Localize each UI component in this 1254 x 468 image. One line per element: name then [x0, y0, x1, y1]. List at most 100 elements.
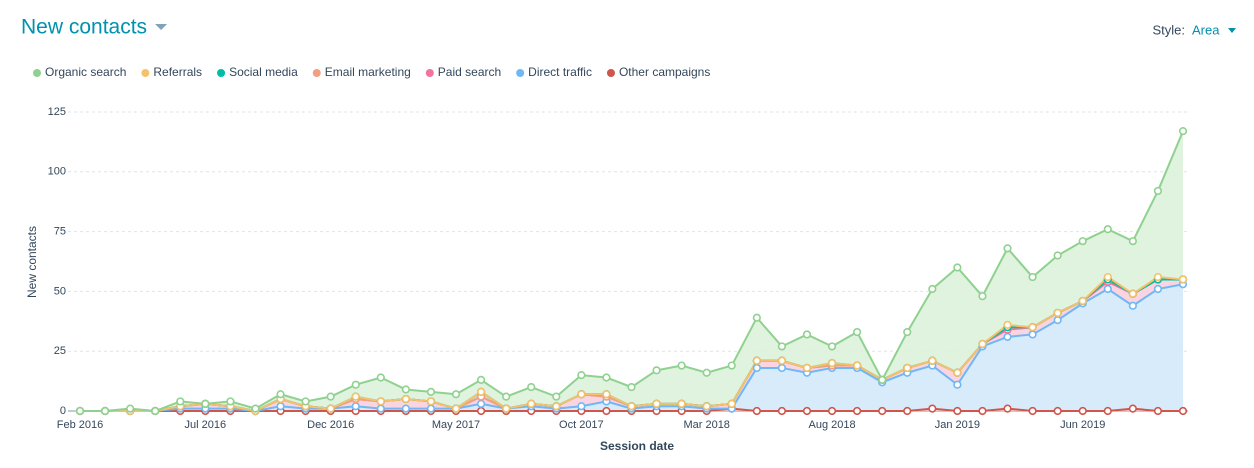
data-point [502, 392, 511, 401]
data-point [552, 402, 561, 411]
data-point [752, 363, 761, 373]
data-point [1103, 406, 1112, 416]
data-point [827, 342, 837, 351]
area-fill [80, 131, 1183, 412]
data-point [1053, 316, 1062, 325]
data-point [1128, 301, 1137, 310]
data-point [476, 406, 486, 416]
data-point [1103, 272, 1112, 282]
data-point [276, 390, 285, 399]
title-caret[interactable] [155, 24, 168, 30]
data-point [1128, 237, 1137, 246]
data-point [1003, 332, 1012, 341]
x-tick-label: Aug 2018 [808, 419, 855, 431]
data-point [502, 404, 511, 413]
data-point [376, 397, 385, 406]
legend-swatch [425, 69, 434, 77]
x-tick-label: Mar 2018 [683, 419, 729, 431]
data-point [1028, 406, 1037, 416]
data-point [1178, 127, 1188, 136]
data-point [928, 356, 937, 365]
data-point [777, 363, 787, 373]
y-tick-label: 125 [48, 106, 66, 118]
data-point [802, 363, 812, 373]
data-point [75, 406, 85, 416]
x-tick-label: Dec 2016 [307, 419, 354, 431]
data-point [1153, 284, 1163, 294]
legend-swatch [33, 69, 41, 77]
data-point [752, 406, 761, 416]
data-point [1103, 284, 1112, 294]
data-point [426, 387, 436, 396]
data-point [1053, 308, 1062, 318]
data-point [978, 406, 987, 416]
data-point [752, 356, 761, 365]
style-label: Style: [1152, 22, 1185, 37]
data-point [1053, 251, 1062, 260]
legend-label: Email marketing [325, 65, 411, 79]
data-point [577, 371, 586, 380]
data-point [928, 404, 937, 413]
data-point [1178, 275, 1188, 284]
x-tick-label: Jul 2016 [185, 419, 227, 431]
style-value[interactable]: Area [1192, 22, 1220, 37]
data-point [301, 397, 310, 406]
data-point [752, 313, 761, 322]
data-point [1003, 404, 1012, 413]
style-caret[interactable] [1228, 28, 1236, 33]
data-point [677, 361, 686, 370]
data-point [1078, 296, 1087, 306]
data-point [527, 399, 536, 408]
data-point [727, 361, 736, 370]
data-point [903, 406, 912, 416]
data-point [978, 339, 987, 349]
data-point [401, 394, 410, 404]
chart-title[interactable]: New contacts [21, 16, 147, 39]
x-tick-label: May 2017 [432, 419, 480, 431]
data-point [1028, 323, 1037, 332]
x-axis-title: Session date [600, 439, 674, 453]
data-point [953, 406, 962, 416]
data-point [1028, 272, 1037, 282]
data-point [652, 366, 661, 375]
data-point [126, 404, 135, 413]
y-tick-label: 25 [54, 345, 66, 357]
data-point [627, 402, 636, 411]
data-point [577, 390, 586, 399]
data-point [151, 406, 160, 416]
data-point [853, 327, 862, 337]
data-point [401, 404, 410, 413]
data-point [903, 363, 912, 373]
data-point [853, 361, 862, 370]
legend-label: Social media [229, 65, 298, 79]
x-tick-label: Jan 2019 [935, 419, 980, 431]
data-point [802, 330, 812, 339]
data-point [878, 375, 887, 385]
data-point [652, 399, 661, 408]
y-tick-label: 100 [48, 166, 66, 178]
data-point [426, 397, 436, 406]
data-point [527, 382, 536, 392]
data-point [451, 404, 461, 413]
data-point [1078, 406, 1087, 416]
data-point [476, 375, 486, 385]
data-point [376, 373, 385, 382]
y-axis-title: New contacts [25, 226, 39, 298]
x-tick-label: Jun 2019 [1060, 419, 1105, 431]
data-point [276, 402, 285, 411]
data-point [602, 406, 611, 416]
data-point [1178, 406, 1188, 416]
legend-label: Organic search [45, 65, 126, 79]
legend-swatch [516, 69, 525, 77]
data-point [1128, 404, 1137, 413]
data-point [1003, 320, 1012, 329]
data-point [326, 404, 335, 413]
data-point [1128, 289, 1137, 298]
points [75, 127, 1188, 416]
data-point [1053, 406, 1062, 416]
legend-swatch [606, 69, 615, 77]
data-point [702, 402, 711, 411]
data-point [853, 406, 862, 416]
area-fill [80, 284, 1183, 411]
